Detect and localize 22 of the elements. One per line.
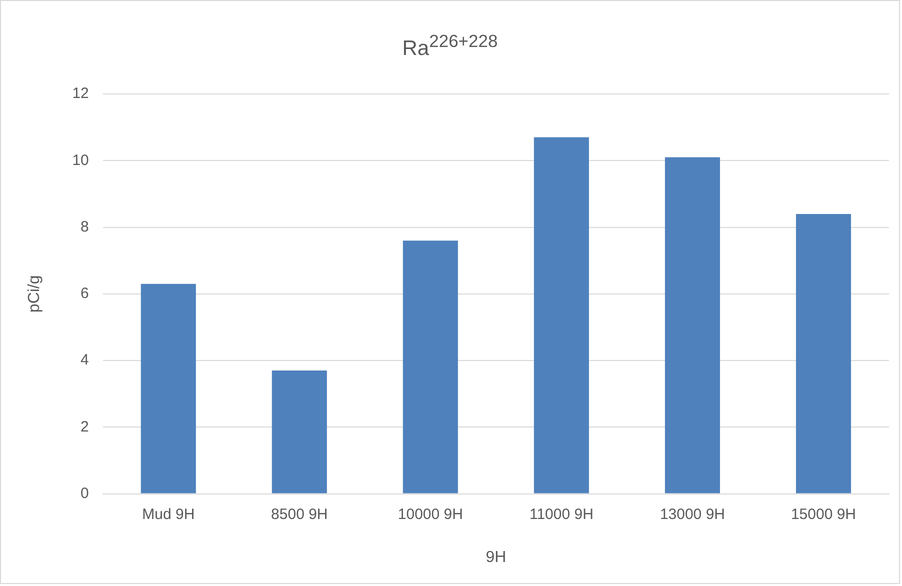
x-tick-label: 13000 9H	[660, 506, 725, 523]
y-tick-label: 6	[80, 285, 89, 302]
bar	[534, 137, 589, 494]
y-tick-label: 8	[80, 218, 89, 236]
x-tick-label: 8500 9H	[271, 506, 328, 523]
x-tick-label: 15000 9H	[790, 506, 856, 523]
x-tick-label: 10000 9H	[398, 506, 463, 523]
y-tick-label: 0	[80, 484, 89, 502]
y-tick-label: 4	[80, 352, 89, 369]
x-axis-title: 9H	[486, 548, 506, 566]
bar	[140, 284, 196, 494]
bar	[272, 370, 327, 494]
x-tick-label: 11000 9H	[529, 506, 594, 523]
bar	[402, 240, 458, 494]
y-tick-label: 10	[72, 152, 89, 169]
y-tick-label: 12	[72, 85, 89, 102]
bar	[664, 157, 720, 494]
chart-title: Ra$^{226+228}$	[401, 31, 499, 61]
y-axis-title: pCi/g	[26, 275, 44, 313]
bar	[796, 214, 852, 494]
x-tick-label: Mud 9H	[142, 506, 195, 523]
y-tick-label: 2	[80, 418, 89, 436]
